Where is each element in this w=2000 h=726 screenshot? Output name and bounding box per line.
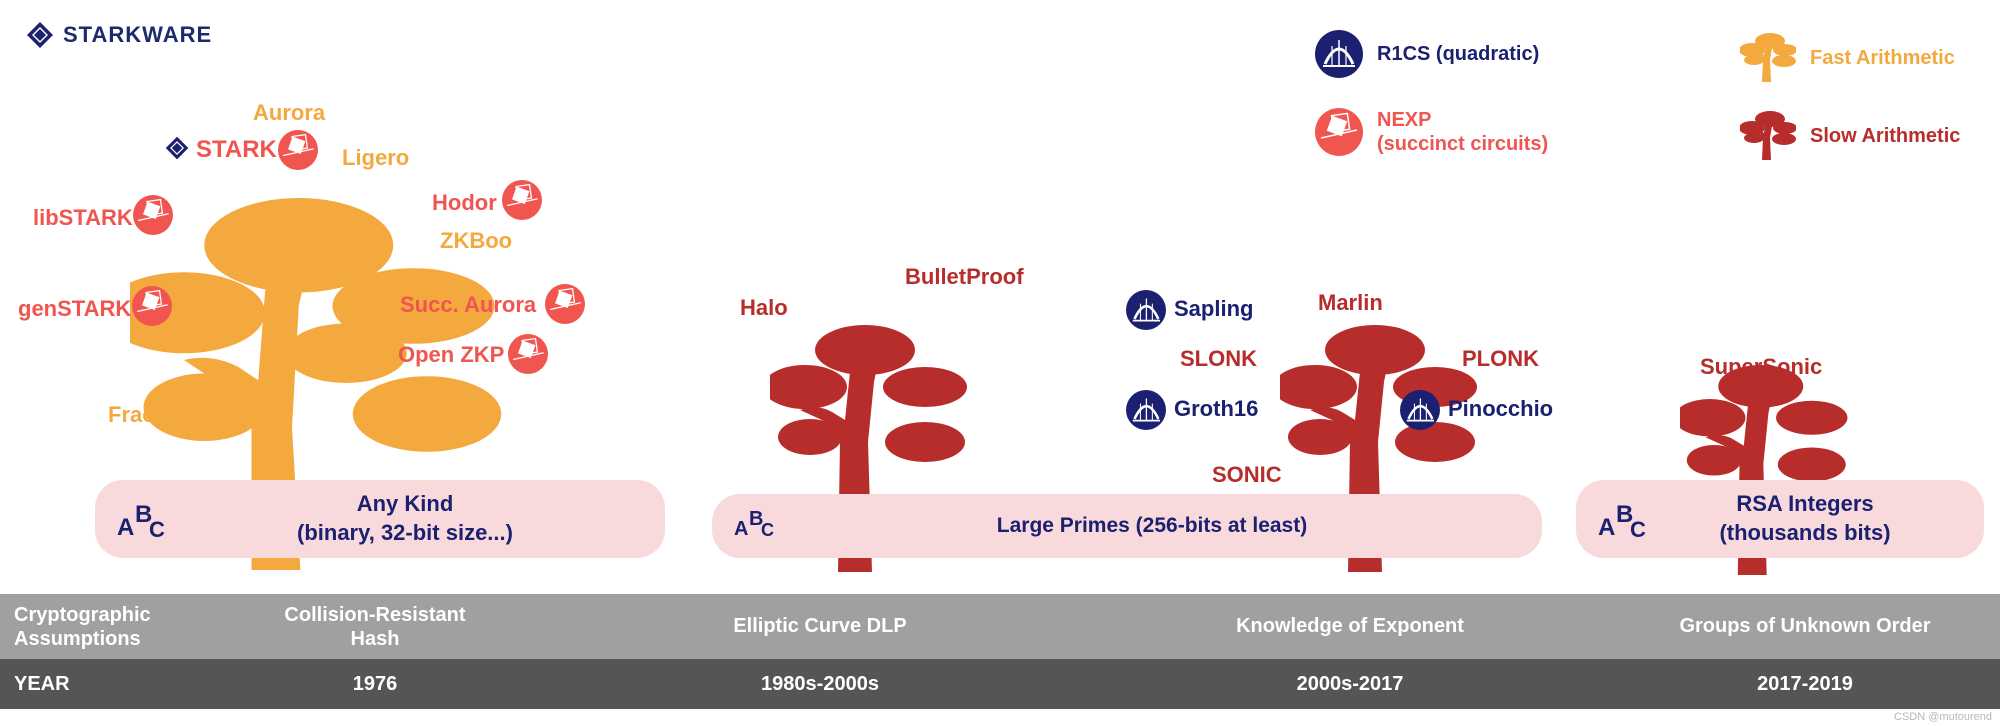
footer-c4: Groups of Unknown Order [1610,615,2000,638]
pill-any-kind-text: Any Kind(binary, 32-bit size...) [167,490,643,547]
label-plonk: PLONK [1462,346,1539,372]
label-openzkp: Open ZKP [398,342,504,368]
pill-large-primes: A B C Large Primes (256-bits at least) [712,494,1542,558]
footer-y2: 1980s-2000s [550,673,1090,696]
label-bulletproof: BulletProof [905,264,1024,290]
footer-y1: 1976 [200,673,550,696]
footer-c1: Collision-ResistantHash [200,603,550,651]
legend-fast: Fast Arithmetic [1740,30,1955,86]
pill-rsa: A B C RSA Integers(thousands bits) [1576,480,1984,558]
badge-libstark [133,195,173,235]
label-halo: Halo [740,295,788,321]
label-succ-aurora: Succ. Aurora [400,292,536,318]
abc-icon: A B C [1598,499,1648,539]
label-supersonic: SuperSonic [1700,354,1822,380]
r1cs-icon [1315,30,1363,78]
label-marlin: Marlin [1318,290,1383,316]
footer-c3: Knowledge of Exponent [1090,615,1610,638]
legend-slow-label: Slow Arithmetic [1810,125,1960,148]
footer-c2: Elliptic Curve DLP [550,615,1090,638]
slow-tree-icon [1740,108,1796,164]
brand-name: STARKWARE [63,22,212,48]
label-pinocchio: Pinocchio [1448,396,1553,422]
starkware-diamond-icon [25,20,55,50]
abc-icon: A B C [734,506,784,546]
fast-tree-icon [1740,30,1796,86]
label-sapling: Sapling [1174,296,1253,322]
label-groth16: Groth16 [1174,396,1258,422]
badge-sapling [1126,290,1166,330]
label-genstark: genSTARK [18,296,131,322]
label-aurora: Aurora [253,100,325,126]
footer-year: YEAR 1976 1980s-2000s 2000s-2017 2017-20… [0,659,2000,709]
label-ligero: Ligero [342,145,409,171]
footer-year-label: YEAR [0,673,200,696]
label-slonk: SLONK [1180,346,1257,372]
pill-rsa-text: RSA Integers(thousands bits) [1648,490,1962,547]
legend-slow: Slow Arithmetic [1740,108,1960,164]
badge-hodor [502,180,542,220]
badge-pinocchio [1400,390,1440,430]
legend-nexp: NEXP(succinct circuits) [1315,108,1548,156]
pill-any-kind: A B C Any Kind(binary, 32-bit size...) [95,480,665,558]
legend-fast-label: Fast Arithmetic [1810,47,1955,70]
watermark: CSDN @mutourend [1894,711,1992,723]
label-hodor: Hodor [432,190,497,216]
label-libstark: libSTARK [33,205,133,231]
legend-r1cs: R1CS (quadratic) [1315,30,1539,78]
badge-genstark [132,286,172,326]
label-zkboo: ZKBoo [440,228,512,254]
footer-assumptions: CryptographicAssumptions Collision-Resis… [0,594,2000,659]
footer-y4: 2017-2019 [1610,673,2000,696]
nexp-icon [1315,108,1363,156]
pill-large-primes-text: Large Primes (256-bits at least) [784,512,1520,539]
badge-openzkp [508,334,548,374]
footer-assumptions-label: CryptographicAssumptions [0,603,200,651]
footer-y3: 2000s-2017 [1090,673,1610,696]
legend-nexp-label: NEXP(succinct circuits) [1377,108,1548,156]
badge-succ-aurora [545,284,585,324]
abc-icon: A B C [117,499,167,539]
badge-groth16 [1126,390,1166,430]
label-fractal: Fractal [108,402,180,428]
badge-stark [278,130,318,170]
legend-r1cs-label: R1CS (quadratic) [1377,43,1539,66]
stark-diamond-icon [164,135,190,161]
label-stark: STARK [196,136,277,164]
label-sonic: SONIC [1212,462,1282,488]
brand-logo: STARKWARE [25,20,212,50]
